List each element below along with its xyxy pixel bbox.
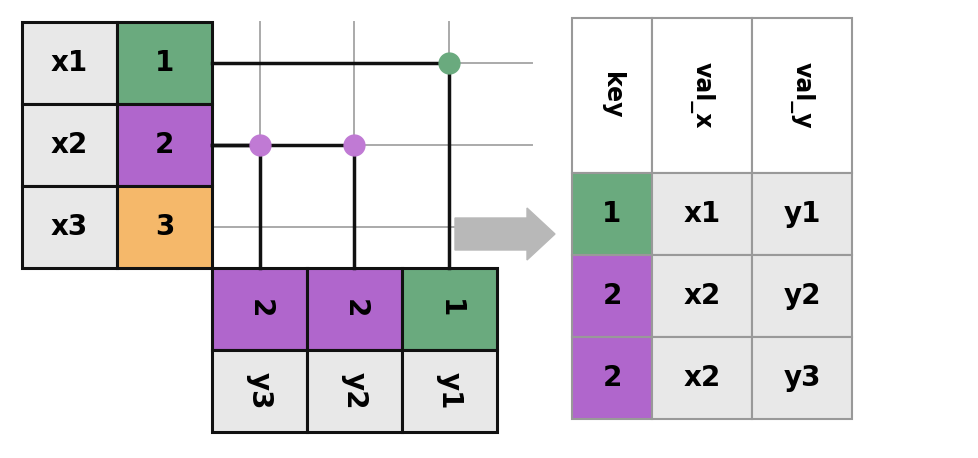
Bar <box>751 173 851 255</box>
Text: 1: 1 <box>601 200 621 228</box>
Text: 2: 2 <box>155 131 174 159</box>
Bar <box>571 255 651 337</box>
Text: x3: x3 <box>51 213 88 241</box>
Text: y1: y1 <box>782 200 820 228</box>
Text: x1: x1 <box>683 200 720 228</box>
Bar <box>751 18 851 173</box>
Bar <box>571 337 651 419</box>
Text: 2: 2 <box>245 300 273 319</box>
Bar <box>751 337 851 419</box>
Bar <box>307 268 402 350</box>
Text: 3: 3 <box>155 213 174 241</box>
Bar <box>651 337 751 419</box>
Bar <box>571 173 651 255</box>
Text: x2: x2 <box>683 364 720 392</box>
Bar <box>212 350 307 432</box>
Bar <box>117 22 212 104</box>
FancyArrow shape <box>455 208 555 260</box>
Bar <box>22 104 117 186</box>
Text: 2: 2 <box>340 300 368 319</box>
Bar <box>651 255 751 337</box>
Text: x2: x2 <box>51 131 88 159</box>
Bar <box>751 255 851 337</box>
Bar <box>651 18 751 173</box>
Text: y2: y2 <box>782 282 820 310</box>
Bar <box>571 18 651 173</box>
Text: y3: y3 <box>782 364 820 392</box>
Bar <box>117 186 212 268</box>
Bar <box>22 186 117 268</box>
Bar <box>117 104 212 186</box>
Text: x2: x2 <box>683 282 720 310</box>
Bar <box>212 268 307 350</box>
Text: 1: 1 <box>155 49 174 77</box>
Text: 1: 1 <box>435 300 463 319</box>
Text: val_y: val_y <box>788 62 814 129</box>
Text: y3: y3 <box>245 372 273 410</box>
Text: 2: 2 <box>601 364 621 392</box>
Bar <box>22 22 117 104</box>
Bar <box>651 173 751 255</box>
Bar <box>402 268 497 350</box>
Text: y1: y1 <box>435 372 463 410</box>
Text: key: key <box>600 72 623 119</box>
Text: y2: y2 <box>340 372 368 410</box>
Bar <box>307 350 402 432</box>
Bar <box>402 350 497 432</box>
Text: 2: 2 <box>601 282 621 310</box>
Text: x1: x1 <box>51 49 88 77</box>
Text: val_x: val_x <box>689 62 714 129</box>
